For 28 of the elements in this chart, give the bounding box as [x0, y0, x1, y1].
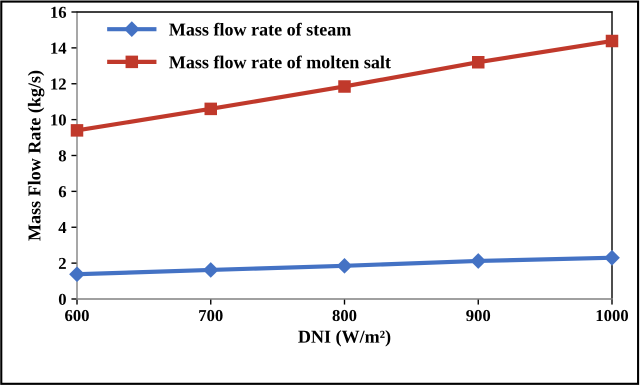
point — [470, 253, 486, 269]
point — [472, 56, 484, 68]
x-axis-title: DNI (W/m²) — [298, 330, 390, 346]
y-tick-label: 16 — [51, 6, 66, 18]
legend-label: Mass flow rate of molten salt — [169, 55, 391, 68]
y-tick-label: 0 — [58, 294, 66, 305]
x-tick-label: 1000 — [596, 310, 628, 322]
point — [336, 258, 352, 274]
x-tick-label: 600 — [65, 310, 89, 322]
point — [606, 34, 618, 48]
x-tick-label: 700 — [199, 310, 223, 322]
y-tick-label: 8 — [58, 150, 66, 162]
point — [338, 80, 351, 93]
point — [70, 124, 84, 137]
x-tick-label: 800 — [332, 310, 356, 322]
legend-label: Mass flow rate of steam — [169, 22, 352, 36]
y-tick-label: 10 — [51, 114, 66, 126]
y-tick-label: 2 — [58, 258, 66, 269]
point — [204, 102, 217, 116]
y-axis-title: Mass Flow Rate (kg/s) — [28, 70, 44, 241]
x-tick-label: 900 — [466, 310, 490, 322]
y-tick-label: 4 — [58, 222, 66, 234]
y-tick-label: 14 — [51, 42, 66, 54]
point — [69, 266, 85, 282]
y-tick-label: 6 — [58, 186, 66, 198]
y-tick-label: 12 — [51, 78, 66, 90]
point — [604, 250, 620, 266]
point — [203, 262, 218, 278]
